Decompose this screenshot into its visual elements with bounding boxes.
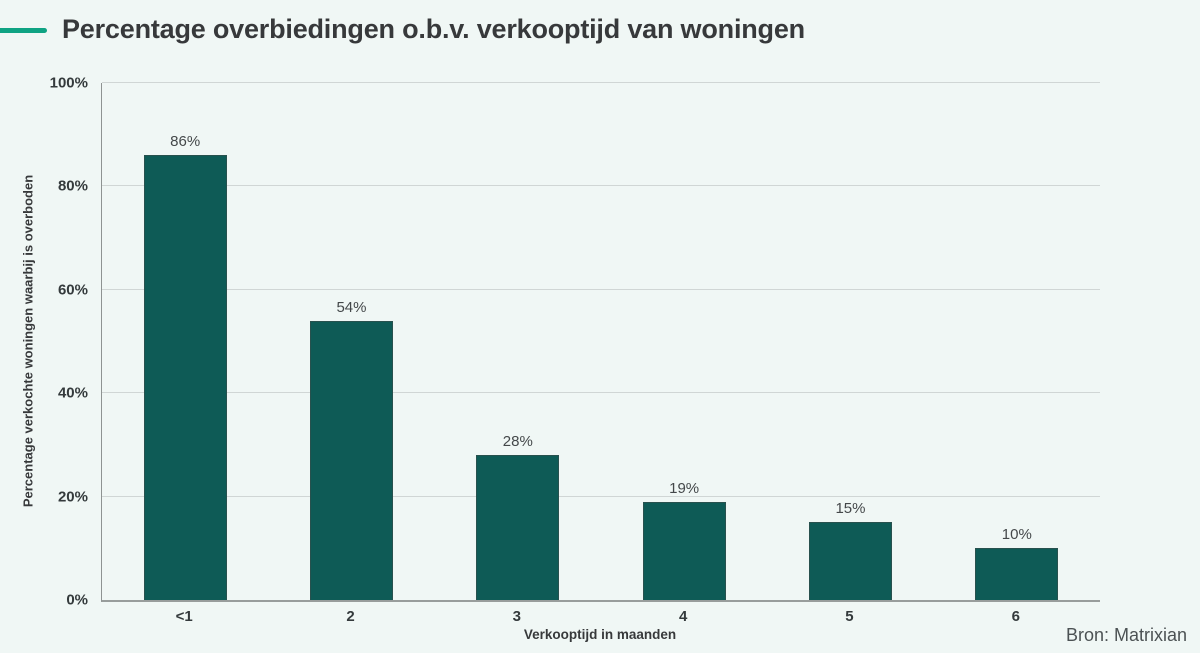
bar-slot: 86% xyxy=(102,83,268,600)
x-axis-title: Verkooptijd in maanden xyxy=(523,627,677,642)
gridlines xyxy=(102,82,1100,600)
bar-value-label: 54% xyxy=(336,298,367,316)
y-tick-label: 20% xyxy=(57,488,88,506)
bar-value-label: 10% xyxy=(1001,526,1032,544)
gridline xyxy=(102,288,1100,290)
chart-title: Percentage overbiedingen o.b.v. verkoopt… xyxy=(62,14,805,44)
x-tick-label: 2 xyxy=(346,608,355,625)
bar xyxy=(143,155,227,600)
source-credit: Bron: Matrixian xyxy=(1065,625,1187,645)
y-tick-label: 60% xyxy=(57,281,88,299)
x-tick-label: 6 xyxy=(1011,608,1020,625)
bar-slot: 28% xyxy=(435,83,601,600)
x-tick-label: 4 xyxy=(678,608,688,625)
y-tick-label: 80% xyxy=(57,177,88,195)
bar-slot: 15% xyxy=(767,83,933,600)
bar-value-label: 86% xyxy=(170,133,201,151)
gridline xyxy=(102,82,1100,83)
bar xyxy=(642,501,726,600)
x-tick-label: <1 xyxy=(175,608,193,625)
bar-value-label: 15% xyxy=(835,500,866,518)
y-tick-label: 100% xyxy=(49,74,88,92)
bar xyxy=(975,548,1059,600)
accent-dash xyxy=(0,28,47,33)
x-tick-label: 3 xyxy=(512,608,521,625)
gridline xyxy=(102,392,1100,394)
plot-area: 86% 54% 28% 19% 15% 10% xyxy=(101,82,1100,602)
bar-value-label: 28% xyxy=(502,433,533,451)
y-axis-tick-labels: 0% 20% 40% 60% 80% 100% xyxy=(0,76,88,608)
bar xyxy=(476,455,560,600)
bar-value-label: 19% xyxy=(669,479,700,497)
x-tick-label: 5 xyxy=(845,608,854,625)
bar-slot: 19% xyxy=(601,83,767,600)
gridline xyxy=(102,495,1100,497)
y-tick-label: 40% xyxy=(57,384,88,402)
bar xyxy=(808,522,893,600)
bars: 86% 54% 28% 19% 15% 10% xyxy=(102,83,1100,600)
x-axis-tick-labels: <1 2 3 4 5 6 xyxy=(101,609,1099,624)
bar-slot: 54% xyxy=(268,83,434,600)
gridline xyxy=(102,185,1100,187)
bar-slot: 10% xyxy=(934,83,1100,600)
bar xyxy=(309,320,394,600)
y-tick-label: 0% xyxy=(66,591,88,609)
